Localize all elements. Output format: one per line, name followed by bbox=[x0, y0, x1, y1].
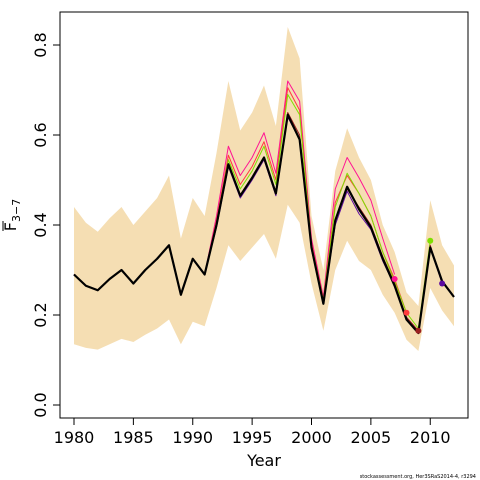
endpoint-marker-4 bbox=[415, 327, 422, 334]
x-tick-label: 1985 bbox=[113, 428, 154, 447]
confidence-band bbox=[74, 27, 454, 351]
x-axis: 1980 1985 1990 1995 2000 2005 2010 bbox=[54, 417, 451, 447]
credit-text: stockassessment.org, Her3SRaS2014-4, r32… bbox=[360, 474, 476, 480]
y-axis-title-main: F bbox=[1, 222, 20, 231]
svg-text:F3−7: F3−7 bbox=[1, 199, 23, 231]
endpoint-marker-2 bbox=[403, 309, 410, 316]
endpoint-marker-5 bbox=[439, 280, 446, 287]
endpoint-layer bbox=[391, 237, 446, 334]
series-line-main bbox=[73, 113, 455, 335]
x-tick-label: 2005 bbox=[351, 428, 392, 447]
y-tick-label: 0.4 bbox=[31, 212, 50, 237]
x-tick-label: 1980 bbox=[54, 428, 95, 447]
y-tick-label: 0.8 bbox=[31, 32, 50, 57]
x-tick-label: 2000 bbox=[291, 428, 332, 447]
y-axis-title: F3−7 bbox=[1, 199, 23, 231]
x-axis-title: Year bbox=[246, 451, 281, 470]
endpoint-marker-1 bbox=[391, 276, 398, 282]
x-tick-label: 2010 bbox=[410, 428, 451, 447]
y-tick-label: 0.0 bbox=[31, 392, 50, 417]
x-tick-label: 1990 bbox=[172, 428, 213, 447]
y-tick-label: 0.2 bbox=[31, 302, 50, 327]
x-tick-label: 1995 bbox=[232, 428, 273, 447]
y-axis: 0.0 0.2 0.4 0.6 0.8 bbox=[31, 32, 61, 418]
endpoint-marker-3 bbox=[427, 237, 434, 244]
confidence-band-layer bbox=[74, 27, 454, 351]
y-tick-label: 0.6 bbox=[31, 122, 50, 147]
series-layer bbox=[73, 80, 455, 335]
y-axis-title-sub: 3−7 bbox=[10, 199, 23, 222]
